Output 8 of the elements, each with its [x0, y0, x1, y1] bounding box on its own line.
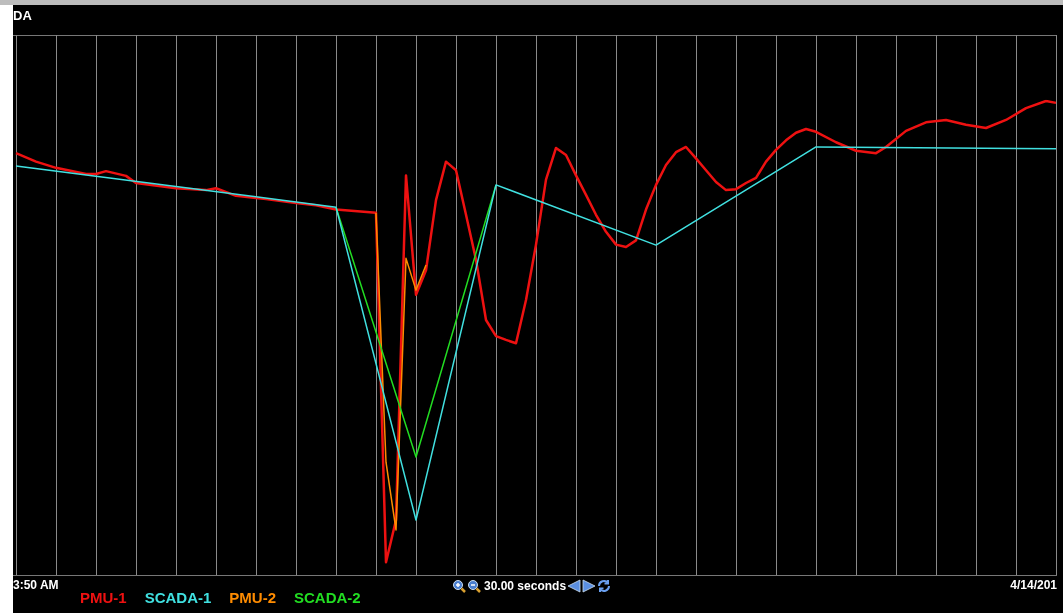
text: PMU-1 [80, 589, 127, 606]
text: SCADA-2 [294, 589, 361, 606]
text: 3:50 AM [13, 578, 59, 592]
text: SCADA-1 [144, 589, 212, 606]
text: 4/14/201 [1010, 578, 1057, 592]
chart-title: DA [13, 8, 32, 23]
text: PMU-2 [229, 589, 277, 606]
text: 30.00 seconds [484, 579, 567, 593]
